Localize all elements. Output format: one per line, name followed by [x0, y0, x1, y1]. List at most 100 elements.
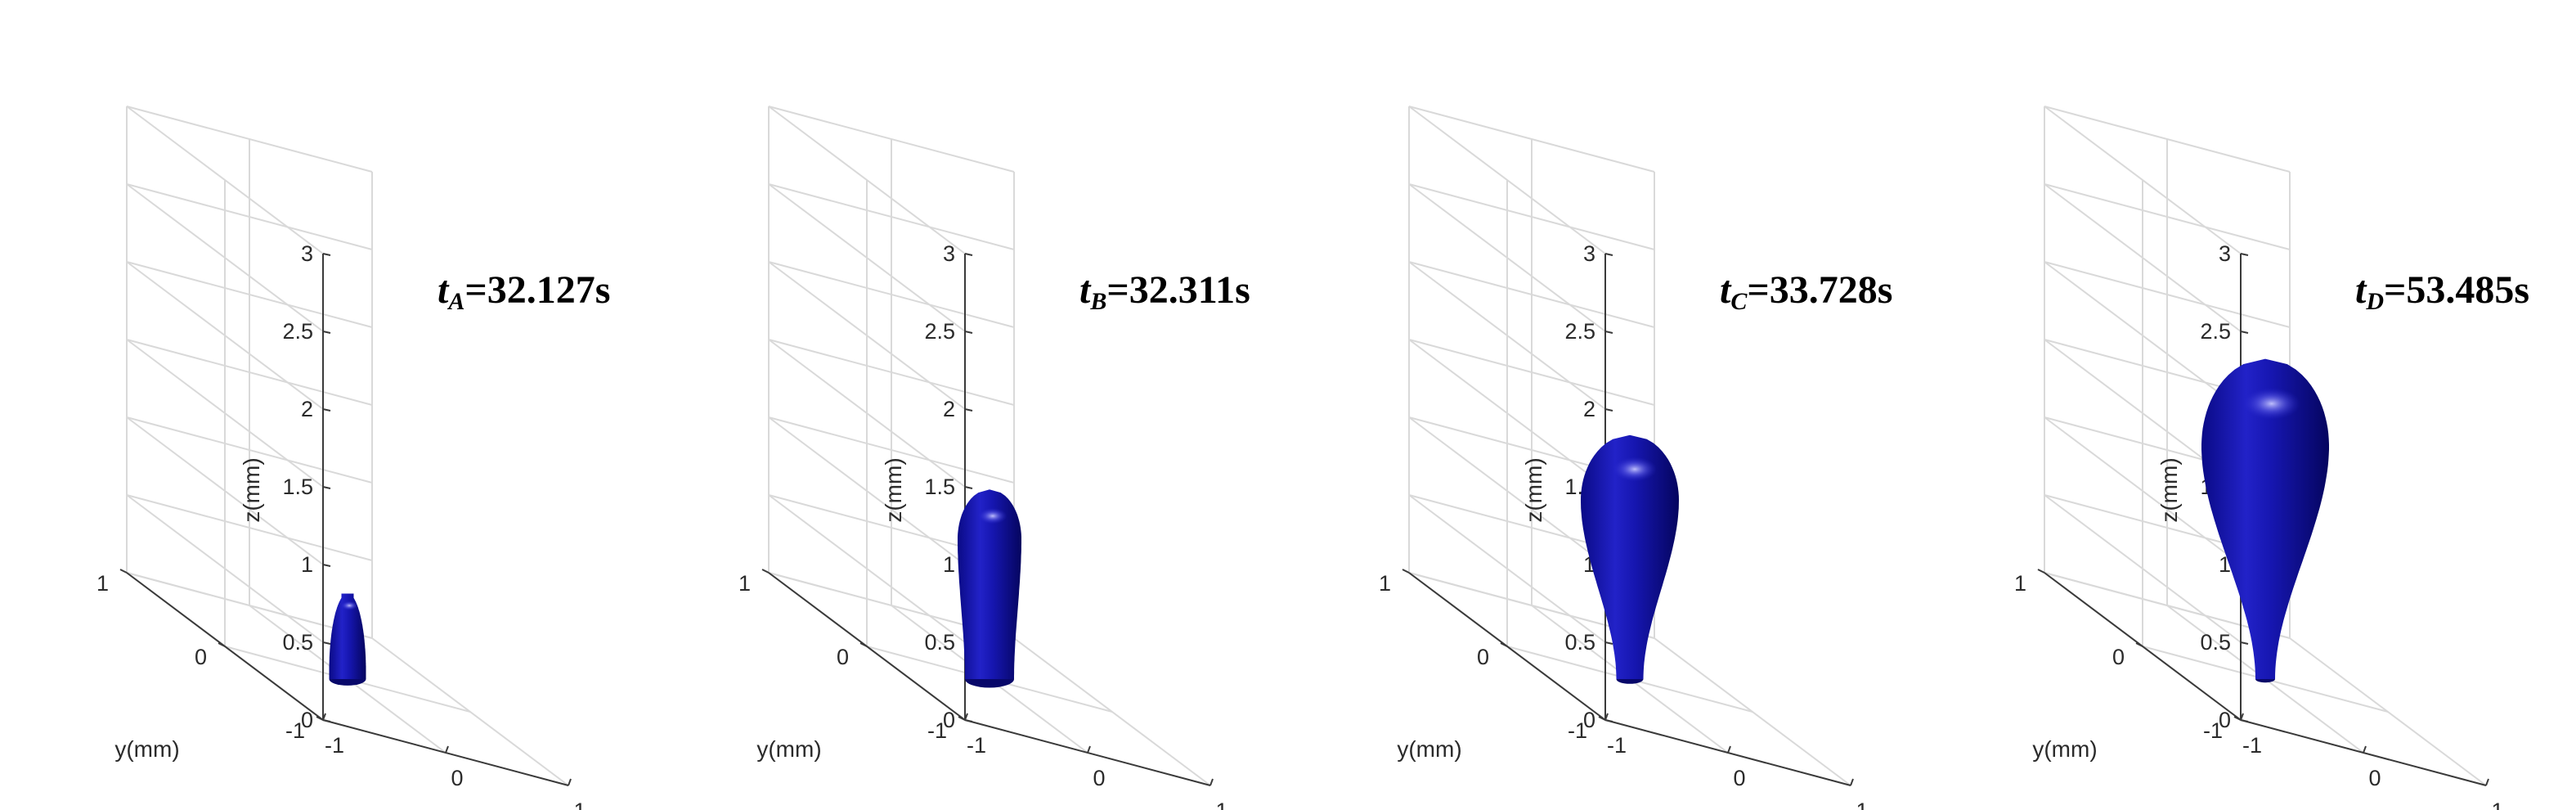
x-tick-mark — [1087, 745, 1091, 754]
x-tick-mark — [445, 745, 449, 754]
x-tick-label: -1 — [325, 733, 344, 758]
x-tick-label: 1 — [573, 799, 586, 810]
title-subscript: D — [2365, 288, 2384, 315]
y-tick-mark — [218, 642, 226, 647]
chart-title: tB=32.311s — [1079, 268, 1250, 315]
z-tick-mark — [964, 719, 973, 722]
z-tick-mark — [964, 253, 973, 256]
y-tick-label: 1 — [96, 571, 109, 596]
title-subscript: B — [1089, 288, 1106, 315]
z-tick-label: 1.5 — [282, 475, 313, 499]
z-axis-label: z(mm) — [1521, 457, 1546, 522]
z-tick-label: 2.5 — [1564, 319, 1595, 344]
droplet-highlight — [1613, 457, 1657, 482]
z-tick-label: 3 — [943, 241, 955, 266]
z-tick-mark — [2240, 331, 2249, 334]
y-axis-label: y(mm) — [1397, 736, 1461, 762]
z-tick-label: 2.5 — [282, 319, 313, 344]
title-subscript: C — [1730, 288, 1748, 315]
droplet-body — [329, 593, 366, 679]
z-tick-mark — [322, 486, 331, 489]
y-tick-mark — [1500, 642, 1508, 647]
z-tick-label: 2 — [943, 397, 955, 421]
z-tick-mark — [322, 564, 331, 567]
z-tick-mark — [964, 331, 973, 334]
y-axis-label: y(mm) — [114, 736, 179, 762]
z-tick-mark — [1604, 253, 1613, 256]
x-tick-mark — [2485, 778, 2489, 786]
chart-title: tA=32.127s — [438, 268, 610, 315]
title-subscript: A — [447, 288, 464, 315]
z-axis-label: z(mm) — [239, 457, 264, 522]
y-tick-mark — [2233, 716, 2242, 721]
droplet-surface — [1581, 434, 1679, 684]
droplet-body — [2201, 358, 2329, 679]
z-tick-mark — [322, 331, 331, 334]
y-tick-mark — [958, 716, 966, 721]
x-tick-label: 1 — [2491, 799, 2503, 810]
z-tick-label: 1.5 — [924, 475, 955, 499]
droplet-highlight — [978, 507, 1008, 524]
z-axis-label: z(mm) — [2156, 457, 2182, 522]
z-tick-label: 3 — [2219, 241, 2231, 266]
z-tick-label: 0.5 — [1564, 630, 1595, 655]
z-tick-mark — [1604, 641, 1613, 645]
x-tick-label: 1 — [1856, 799, 1868, 810]
z-tick-mark — [2240, 719, 2249, 722]
y-tick-label: 1 — [738, 571, 751, 596]
title-variable: t — [438, 268, 450, 312]
y-tick-label: 1 — [1379, 571, 1391, 596]
y-axis-label: y(mm) — [2032, 736, 2097, 762]
title-value: =33.728s — [1747, 268, 1892, 312]
droplet-surface — [2201, 358, 2329, 683]
z-tick-label: 0 — [943, 708, 955, 732]
chart-panel-1: 00.511.522.53-101-101z(mm)y(mm)x(mm)tA=3… — [96, 106, 610, 810]
z-tick-label: 3 — [1583, 241, 1595, 266]
z-tick-mark — [2240, 641, 2249, 645]
z-tick-mark — [1604, 719, 1613, 722]
x-tick-mark — [2240, 713, 2244, 721]
x-tick-mark — [1850, 778, 1854, 786]
y-tick-label: -1 — [285, 718, 305, 743]
title-variable: t — [1079, 268, 1092, 312]
x-tick-mark — [1604, 713, 1609, 721]
y-tick-mark — [119, 569, 128, 574]
x-tick-mark — [568, 778, 572, 786]
z-tick-mark — [322, 641, 331, 645]
z-tick-label: 2.5 — [2200, 319, 2231, 344]
title-value: =32.127s — [464, 268, 610, 312]
droplet-surface — [329, 593, 366, 686]
z-tick-label: 1 — [943, 552, 955, 577]
y-tick-label: 0 — [837, 645, 849, 669]
x-tick-mark — [1727, 745, 1731, 754]
y-tick-label: 1 — [2014, 571, 2026, 596]
x-tick-label: 0 — [451, 766, 463, 790]
z-tick-label: 1 — [301, 552, 313, 577]
y-tick-label: -1 — [2203, 718, 2223, 743]
x-tick-label: -1 — [1607, 733, 1627, 758]
z-tick-label: 0 — [301, 708, 313, 732]
x-tick-mark — [964, 713, 968, 721]
z-tick-label: 0 — [2219, 708, 2231, 732]
y-tick-label: 0 — [195, 645, 207, 669]
y-axis-label: y(mm) — [756, 736, 821, 762]
z-tick-mark — [322, 719, 331, 722]
chart-panel-2: 00.511.522.53-101-101z(mm)y(mm)x(mm)tB=3… — [738, 106, 1250, 810]
y-tick-label: -1 — [927, 718, 947, 743]
title-value: =53.485s — [2384, 268, 2529, 312]
z-tick-mark — [2240, 253, 2249, 256]
y-tick-mark — [1402, 569, 1410, 574]
x-tick-label: 0 — [1093, 766, 1105, 790]
z-tick-mark — [964, 486, 973, 489]
z-axis-label: z(mm) — [881, 457, 906, 522]
title-variable: t — [1720, 268, 1732, 312]
y-tick-mark — [2037, 569, 2045, 574]
y-tick-mark — [761, 569, 770, 574]
z-tick-mark — [322, 253, 331, 256]
z-tick-label: 0.5 — [924, 630, 955, 655]
z-tick-label: 2 — [1583, 397, 1595, 421]
z-tick-label: 2 — [301, 397, 313, 421]
droplet-highlight — [341, 601, 358, 610]
x-tick-label: 0 — [1733, 766, 1745, 790]
